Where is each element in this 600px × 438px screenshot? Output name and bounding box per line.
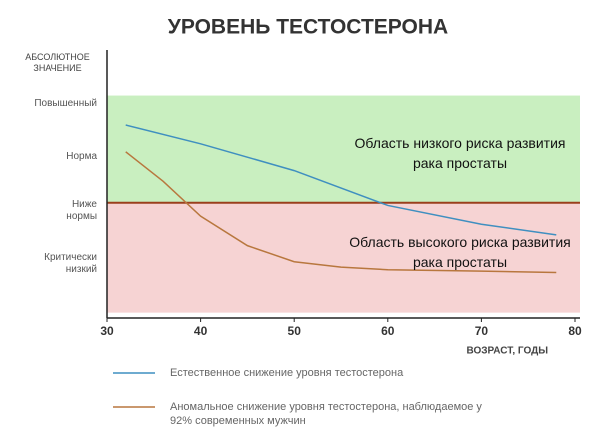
y-tick-text: Ниже нормы bbox=[66, 198, 98, 222]
y-tick-label: Норма bbox=[2, 151, 97, 163]
y-tick-label: Критически низкий bbox=[2, 252, 97, 276]
zone bbox=[107, 202, 580, 313]
x-axis-label: ВОЗРАСТ, ГОДЫ bbox=[466, 346, 548, 357]
x-tick-label: 40 bbox=[194, 324, 208, 338]
y-tick-label: Ниже нормы bbox=[2, 199, 97, 223]
legend-label: Аномальное снижение уровня тестостерона,… bbox=[170, 401, 482, 427]
y-tick-label: Повышенный bbox=[2, 98, 97, 110]
x-tick-label: 70 bbox=[475, 324, 489, 338]
series-line bbox=[125, 151, 557, 274]
annotation: Область высокого риска развития рака про… bbox=[349, 234, 571, 270]
y-tick-text: Норма bbox=[66, 151, 97, 163]
annotation: Область низкого риска развития рака прос… bbox=[354, 135, 566, 171]
legend-label: Естественное снижение уровня тестостерон… bbox=[170, 367, 404, 379]
y-tick-text: Критически низкий bbox=[44, 252, 97, 276]
x-tick-label: 30 bbox=[100, 324, 114, 338]
x-tick-label: 60 bbox=[381, 324, 395, 338]
series-line bbox=[125, 124, 557, 236]
zone bbox=[107, 95, 580, 203]
chart-title: УРОВЕНЬ ТЕСТОСТЕРОНА bbox=[168, 16, 448, 39]
y-axis-label: АБСОЛЮТНОЕ ЗНАЧЕНИЕ bbox=[25, 52, 90, 73]
y-tick-text: Повышенный bbox=[34, 97, 97, 109]
x-tick-label: 50 bbox=[288, 324, 302, 338]
x-tick-label: 80 bbox=[568, 324, 582, 338]
